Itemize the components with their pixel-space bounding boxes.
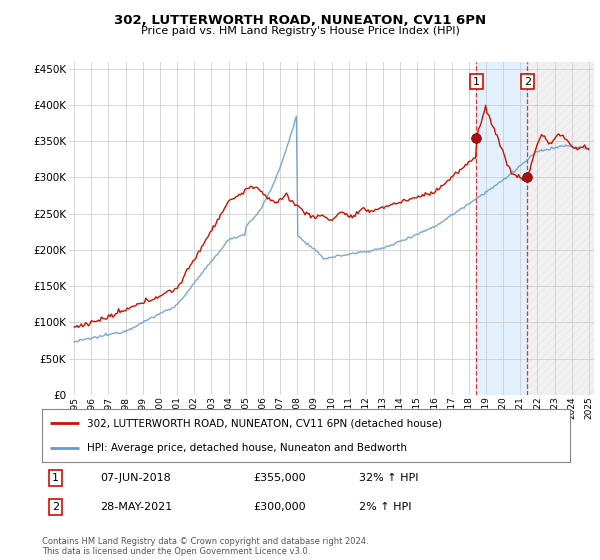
Text: £300,000: £300,000	[253, 502, 306, 512]
Text: Contains HM Land Registry data © Crown copyright and database right 2024.
This d: Contains HM Land Registry data © Crown c…	[42, 536, 368, 556]
Bar	[476, 62, 527, 395]
Text: 2% ↑ HPI: 2% ↑ HPI	[359, 502, 412, 512]
Text: 28-MAY-2021: 28-MAY-2021	[100, 502, 172, 512]
Text: 302, LUTTERWORTH ROAD, NUNEATON, CV11 6PN (detached house): 302, LUTTERWORTH ROAD, NUNEATON, CV11 6P…	[87, 418, 442, 428]
Bar	[527, 62, 600, 395]
Text: £355,000: £355,000	[253, 473, 306, 483]
Text: 2: 2	[524, 77, 531, 87]
Text: 32% ↑ HPI: 32% ↑ HPI	[359, 473, 418, 483]
Text: Price paid vs. HM Land Registry's House Price Index (HPI): Price paid vs. HM Land Registry's House …	[140, 26, 460, 36]
Text: 1: 1	[52, 473, 59, 483]
Text: 1: 1	[473, 77, 480, 87]
Text: 07-JUN-2018: 07-JUN-2018	[100, 473, 171, 483]
Text: HPI: Average price, detached house, Nuneaton and Bedworth: HPI: Average price, detached house, Nune…	[87, 442, 407, 452]
Text: 2: 2	[52, 502, 59, 512]
Text: 302, LUTTERWORTH ROAD, NUNEATON, CV11 6PN: 302, LUTTERWORTH ROAD, NUNEATON, CV11 6P…	[114, 14, 486, 27]
